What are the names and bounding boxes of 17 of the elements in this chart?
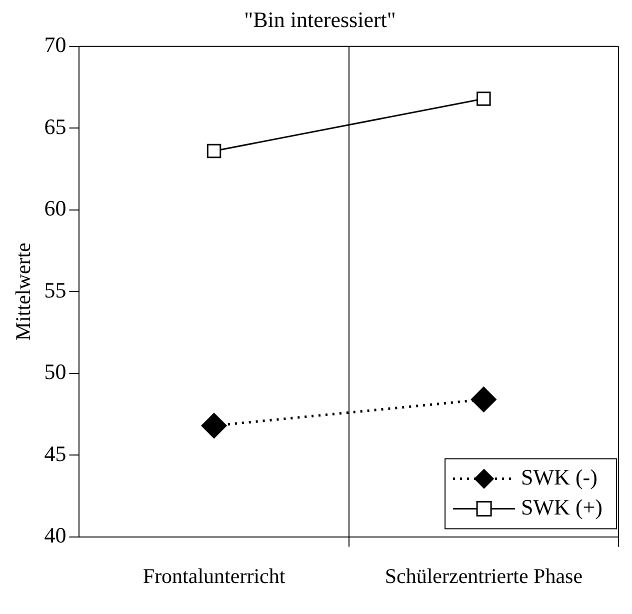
x-tick-label: Frontalunterricht xyxy=(142,564,286,588)
point xyxy=(201,412,227,438)
y-tick-label: 45 xyxy=(44,440,66,466)
y-tick-label: 55 xyxy=(44,277,66,302)
point xyxy=(476,92,491,106)
point xyxy=(206,144,222,158)
y-tick-label: 50 xyxy=(44,359,66,384)
y-axis-title: Mittelwerte xyxy=(11,242,36,341)
y-tick-label: 60 xyxy=(44,196,66,221)
legend-label: SWK (+) xyxy=(521,494,603,520)
chart-title: "Bin interessiert" xyxy=(244,6,396,32)
point xyxy=(470,386,496,412)
y-tick-label: 70 xyxy=(44,32,66,58)
y-tick-label: 65 xyxy=(44,114,66,139)
legend-label: SWK (-) xyxy=(521,464,598,490)
y-tick-label: 40 xyxy=(44,522,66,548)
x-tick-label: Schülerzentrierte Phase xyxy=(384,564,583,588)
